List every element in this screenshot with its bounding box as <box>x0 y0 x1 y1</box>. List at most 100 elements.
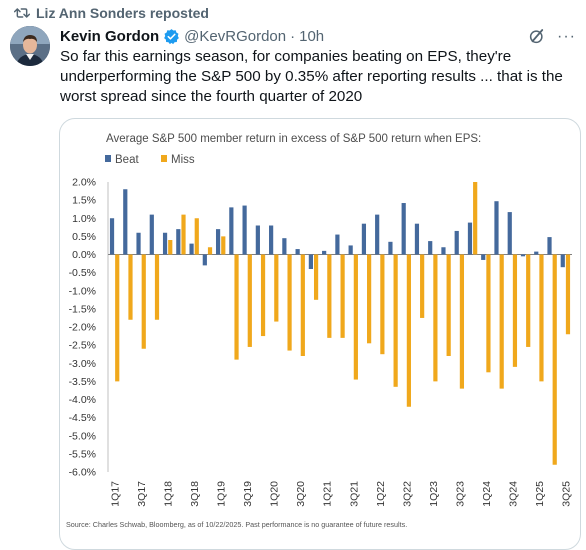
separator-dot: · <box>290 27 296 45</box>
tweet-text: So far this earnings season, for compani… <box>60 48 563 105</box>
bar-miss-1q22 <box>380 254 385 355</box>
tweet-time[interactable]: 10h <box>299 27 325 45</box>
x-tick-label: 3Q18 <box>189 481 201 507</box>
bar-chart: Average S&P 500 member return in excess … <box>66 133 572 529</box>
bar-miss-3q22 <box>406 254 411 407</box>
y-tick-label: 0.0% <box>72 249 96 261</box>
x-tick-label: 1Q19 <box>216 481 228 507</box>
bar-miss-1q17 <box>115 254 120 382</box>
bar-beat-2q21 <box>335 234 340 255</box>
legend-beat-swatch <box>105 155 111 162</box>
bar-beat-4q22 <box>414 223 420 255</box>
bar-miss-4q23 <box>473 182 478 255</box>
bar-miss-2q25 <box>552 254 557 465</box>
y-tick-label: -2.0% <box>69 322 96 334</box>
bar-beat-4q21 <box>361 223 367 255</box>
x-tick-label: 3Q25 <box>560 481 572 507</box>
x-tick-label: 1Q24 <box>481 481 493 507</box>
y-tick-label: -3.5% <box>69 376 96 388</box>
bar-miss-4q20 <box>313 254 319 300</box>
bar-beat-1q20 <box>269 225 274 255</box>
bar-beat-1q23 <box>428 241 433 255</box>
bar-miss-1q18 <box>168 240 173 255</box>
bar-beat-2q23 <box>441 247 446 255</box>
bar-beat-2q17 <box>123 189 128 255</box>
bar-beat-1q19 <box>215 229 221 255</box>
x-tick-label: 3Q24 <box>507 481 519 507</box>
bar-miss-2q24 <box>499 254 504 389</box>
x-tick-label: 3Q17 <box>136 481 148 507</box>
bar-miss-3q20 <box>300 254 305 356</box>
bar-beat-1q21 <box>322 250 327 255</box>
bar-miss-2q22 <box>393 254 398 387</box>
bar-miss-1q23 <box>433 254 438 382</box>
y-tick-label: 1.0% <box>72 213 96 225</box>
author-handle[interactable]: @KevRGordon <box>184 27 287 45</box>
bar-miss-4q19 <box>260 254 266 337</box>
x-tick-label: 3Q21 <box>348 481 360 507</box>
x-tick-label: 1Q18 <box>163 481 175 507</box>
bar-beat-2q24 <box>494 201 499 255</box>
y-tick-label: 2.0% <box>72 177 96 189</box>
y-tick-label: -3.0% <box>69 358 96 370</box>
bar-beat-4q19 <box>255 225 260 255</box>
bar-beat-2q22 <box>388 241 393 255</box>
bar-miss-3q21 <box>353 254 358 380</box>
bar-miss-4q17 <box>154 254 160 320</box>
bar-beat-2q20 <box>282 238 287 255</box>
bar-beat-4q18 <box>202 254 207 266</box>
avatar[interactable] <box>10 26 50 66</box>
y-tick-label: -0.5% <box>69 267 96 279</box>
x-tick-label: 3Q19 <box>242 481 254 507</box>
bar-beat-4q20 <box>308 254 313 269</box>
more-icon[interactable]: ··· <box>557 28 576 45</box>
x-tick-label: 1Q25 <box>534 481 546 507</box>
bar-miss-3q24 <box>512 254 518 367</box>
x-tick-label: 1Q23 <box>428 481 440 507</box>
bar-beat-3q22 <box>401 203 406 255</box>
y-tick-label: -6.0% <box>69 467 96 479</box>
bar-miss-2q21 <box>340 254 345 338</box>
y-tick-label: -1.5% <box>69 303 96 315</box>
bar-miss-2q23 <box>446 254 451 356</box>
bar-beat-3q23 <box>454 230 459 255</box>
y-tick-label: 0.5% <box>72 231 96 243</box>
legend-beat-label: Beat <box>115 154 139 166</box>
y-tick-label: -5.0% <box>69 430 96 442</box>
x-tick-label: 1Q21 <box>322 481 334 507</box>
x-tick-label: 3Q22 <box>401 481 413 507</box>
repost-label: Liz Ann Sonders reposted <box>36 5 209 21</box>
y-tick-label: -2.5% <box>69 340 96 352</box>
bar-beat-2q19 <box>229 207 234 255</box>
bar-beat-4q17 <box>149 214 154 255</box>
bar-miss-2q18 <box>181 214 186 255</box>
bar-miss-3q19 <box>247 254 252 347</box>
bar-miss-1q25 <box>539 254 544 382</box>
bar-beat-1q17 <box>109 218 115 255</box>
grok-icon[interactable] <box>528 27 546 50</box>
bar-beat-4q24 <box>520 254 526 257</box>
author-name[interactable]: Kevin Gordon <box>60 27 160 45</box>
y-tick-label: 1.5% <box>72 195 96 207</box>
bar-miss-3q17 <box>141 254 146 349</box>
verified-badge-icon <box>163 28 180 45</box>
bar-miss-1q21 <box>327 254 332 338</box>
y-tick-label: -4.0% <box>69 394 96 406</box>
bar-miss-4q22 <box>420 254 425 318</box>
bar-miss-4q21 <box>367 254 372 344</box>
repost-indicator[interactable]: Liz Ann Sonders reposted <box>14 4 209 22</box>
bar-beat-3q19 <box>242 205 247 255</box>
y-tick-label: -5.5% <box>69 448 96 460</box>
tweet-header: Kevin Gordon @KevRGordon · 10h <box>60 26 324 46</box>
chart-source: Source: Charles Schwab, Bloomberg, as of… <box>66 520 407 529</box>
bar-beat-3q18 <box>189 243 194 255</box>
bar-miss-1q19 <box>221 236 226 255</box>
chart-image[interactable]: Average S&P 500 member return in excess … <box>59 118 581 550</box>
bar-miss-3q25 <box>565 254 571 335</box>
bar-miss-4q18 <box>207 247 213 255</box>
bar-beat-3q24 <box>507 212 512 255</box>
bar-beat-2q25 <box>547 237 552 255</box>
legend-miss-label: Miss <box>171 154 195 166</box>
bar-beat-1q18 <box>162 232 168 255</box>
bar-miss-4q24 <box>526 254 531 347</box>
